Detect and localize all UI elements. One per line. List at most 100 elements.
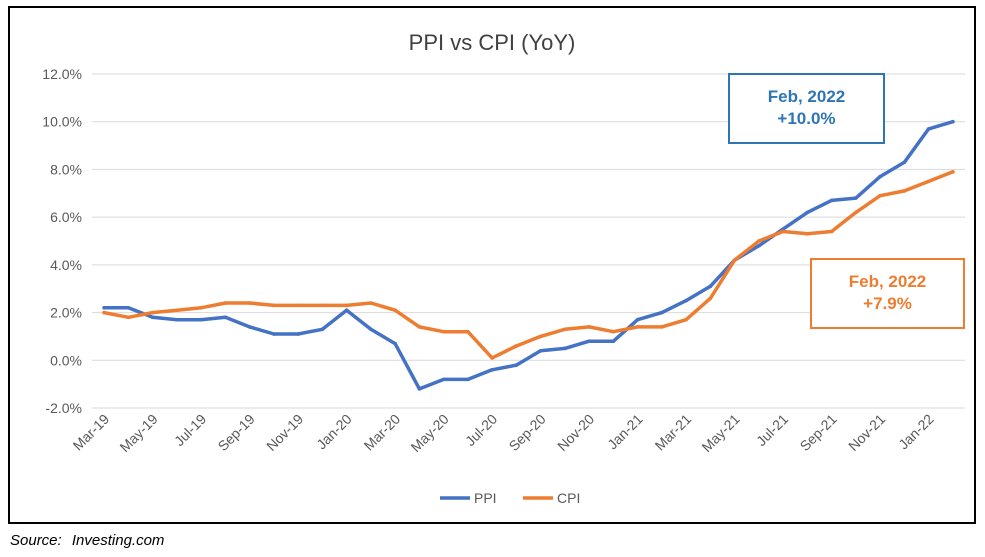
data-point-cpi — [272, 303, 276, 308]
x-tick-label: Sep-19 — [215, 411, 258, 454]
data-point-ppi — [926, 127, 931, 131]
y-tick-label: 10.0% — [42, 114, 82, 130]
data-point-ppi — [757, 243, 761, 248]
data-point-cpi — [320, 303, 325, 308]
data-point-cpi — [296, 303, 300, 308]
data-point-ppi — [296, 332, 300, 336]
data-point-ppi — [635, 317, 640, 322]
data-point-ppi — [829, 198, 834, 203]
data-point-ppi — [902, 160, 907, 165]
data-point-ppi — [272, 332, 276, 336]
x-tick-label: May-21 — [698, 411, 742, 455]
data-point-ppi — [199, 317, 203, 322]
data-point-cpi — [829, 229, 834, 234]
data-point-cpi — [611, 329, 616, 334]
data-point-ppi — [878, 174, 882, 179]
x-tick-label: Sep-20 — [506, 411, 549, 454]
data-point-cpi — [781, 229, 785, 234]
x-tick-label: Jan-20 — [313, 411, 355, 453]
data-point-ppi — [538, 348, 543, 353]
data-point-ppi — [126, 306, 131, 310]
data-point-ppi — [611, 339, 616, 344]
data-point-cpi — [951, 170, 955, 174]
data-point-ppi — [223, 315, 228, 320]
data-point-cpi — [660, 325, 664, 329]
y-tick-label: -2.0% — [45, 400, 82, 416]
data-point-ppi — [417, 387, 422, 391]
data-point-cpi — [490, 356, 494, 360]
y-tick-label: 2.0% — [50, 305, 82, 321]
y-tick-label: 4.0% — [50, 257, 82, 273]
data-point-ppi — [951, 119, 955, 124]
data-point-ppi — [563, 346, 567, 351]
data-point-ppi — [514, 363, 519, 367]
data-point-ppi — [660, 310, 664, 315]
x-tick-label: Jul-19 — [171, 411, 209, 449]
data-point-ppi — [393, 341, 397, 346]
y-tick-label: 8.0% — [50, 161, 82, 177]
data-point-cpi — [150, 310, 155, 315]
data-point-ppi — [490, 368, 494, 372]
data-point-cpi — [514, 344, 519, 348]
data-point-ppi — [441, 377, 446, 382]
data-point-cpi — [926, 179, 931, 184]
y-tick-label: 0.0% — [50, 352, 82, 368]
data-point-cpi — [708, 296, 713, 301]
data-point-ppi — [805, 210, 810, 215]
x-tick-label: Nov-19 — [263, 411, 306, 454]
data-point-cpi — [854, 210, 858, 215]
ppi-annotation-box: Feb, 2022 +10.0% — [728, 73, 885, 144]
data-point-cpi — [732, 258, 737, 262]
data-point-cpi — [757, 239, 761, 243]
data-point-cpi — [684, 317, 688, 322]
data-point-cpi — [635, 325, 640, 329]
data-point-cpi — [417, 325, 422, 329]
data-point-cpi — [538, 334, 543, 339]
data-point-ppi — [150, 315, 155, 320]
x-tick-label: Sep-21 — [797, 411, 840, 454]
source-note: Source: Investing.com — [10, 532, 164, 549]
source-value: Investing.com — [71, 532, 165, 549]
cpi-annotation-date: Feb, 2022 — [848, 272, 927, 291]
x-tick-label: Jul-20 — [462, 411, 500, 449]
data-point-ppi — [708, 284, 713, 289]
x-tick-label: Nov-21 — [845, 411, 888, 454]
data-point-cpi — [441, 329, 446, 334]
data-point-cpi — [805, 232, 810, 236]
data-point-ppi — [466, 377, 470, 382]
data-point-cpi — [393, 308, 397, 312]
data-point-cpi — [247, 301, 252, 305]
x-tick-label: Jan-22 — [895, 411, 937, 453]
data-point-cpi — [587, 325, 591, 329]
data-point-ppi — [587, 339, 591, 344]
y-tick-label: 6.0% — [50, 209, 82, 225]
ppi-annotation-value: +10.0% — [777, 109, 836, 128]
data-point-ppi — [102, 306, 106, 310]
chart-svg: PPI vs CPI (YoY) -2.0% 0.0% 2.0% 4.0% 6.0% 8.0… — [42, 30, 965, 506]
data-point-cpi — [563, 327, 567, 332]
data-point-ppi — [344, 308, 349, 312]
legend-label-ppi: PPI — [474, 490, 497, 506]
x-tick-label: Jul-21 — [753, 411, 791, 449]
data-point-cpi — [102, 310, 106, 315]
data-point-cpi — [126, 315, 131, 320]
data-point-cpi — [199, 306, 203, 310]
data-point-cpi — [223, 301, 228, 305]
data-point-ppi — [854, 196, 858, 200]
series-line-ppi — [102, 119, 955, 391]
x-tick-label: Mar-19 — [70, 411, 113, 454]
cpi-annotation-box: Feb, 2022 +7.9% — [810, 258, 965, 329]
ppi-annotation-date: Feb, 2022 — [767, 87, 846, 106]
data-point-cpi — [466, 329, 470, 334]
x-tick-label: Mar-20 — [361, 411, 404, 454]
legend-label-cpi: CPI — [557, 490, 580, 506]
x-tick-label: Mar-21 — [652, 411, 695, 454]
data-point-cpi — [175, 308, 179, 312]
data-point-cpi — [344, 303, 349, 308]
x-tick-label: Nov-20 — [554, 411, 597, 454]
x-tick-label: Jan-21 — [604, 411, 646, 453]
cpi-annotation-value: +7.9% — [863, 294, 912, 313]
series-line-cpi — [102, 170, 955, 360]
chart-title: PPI vs CPI (YoY) — [409, 30, 576, 55]
data-point-cpi — [369, 301, 373, 305]
